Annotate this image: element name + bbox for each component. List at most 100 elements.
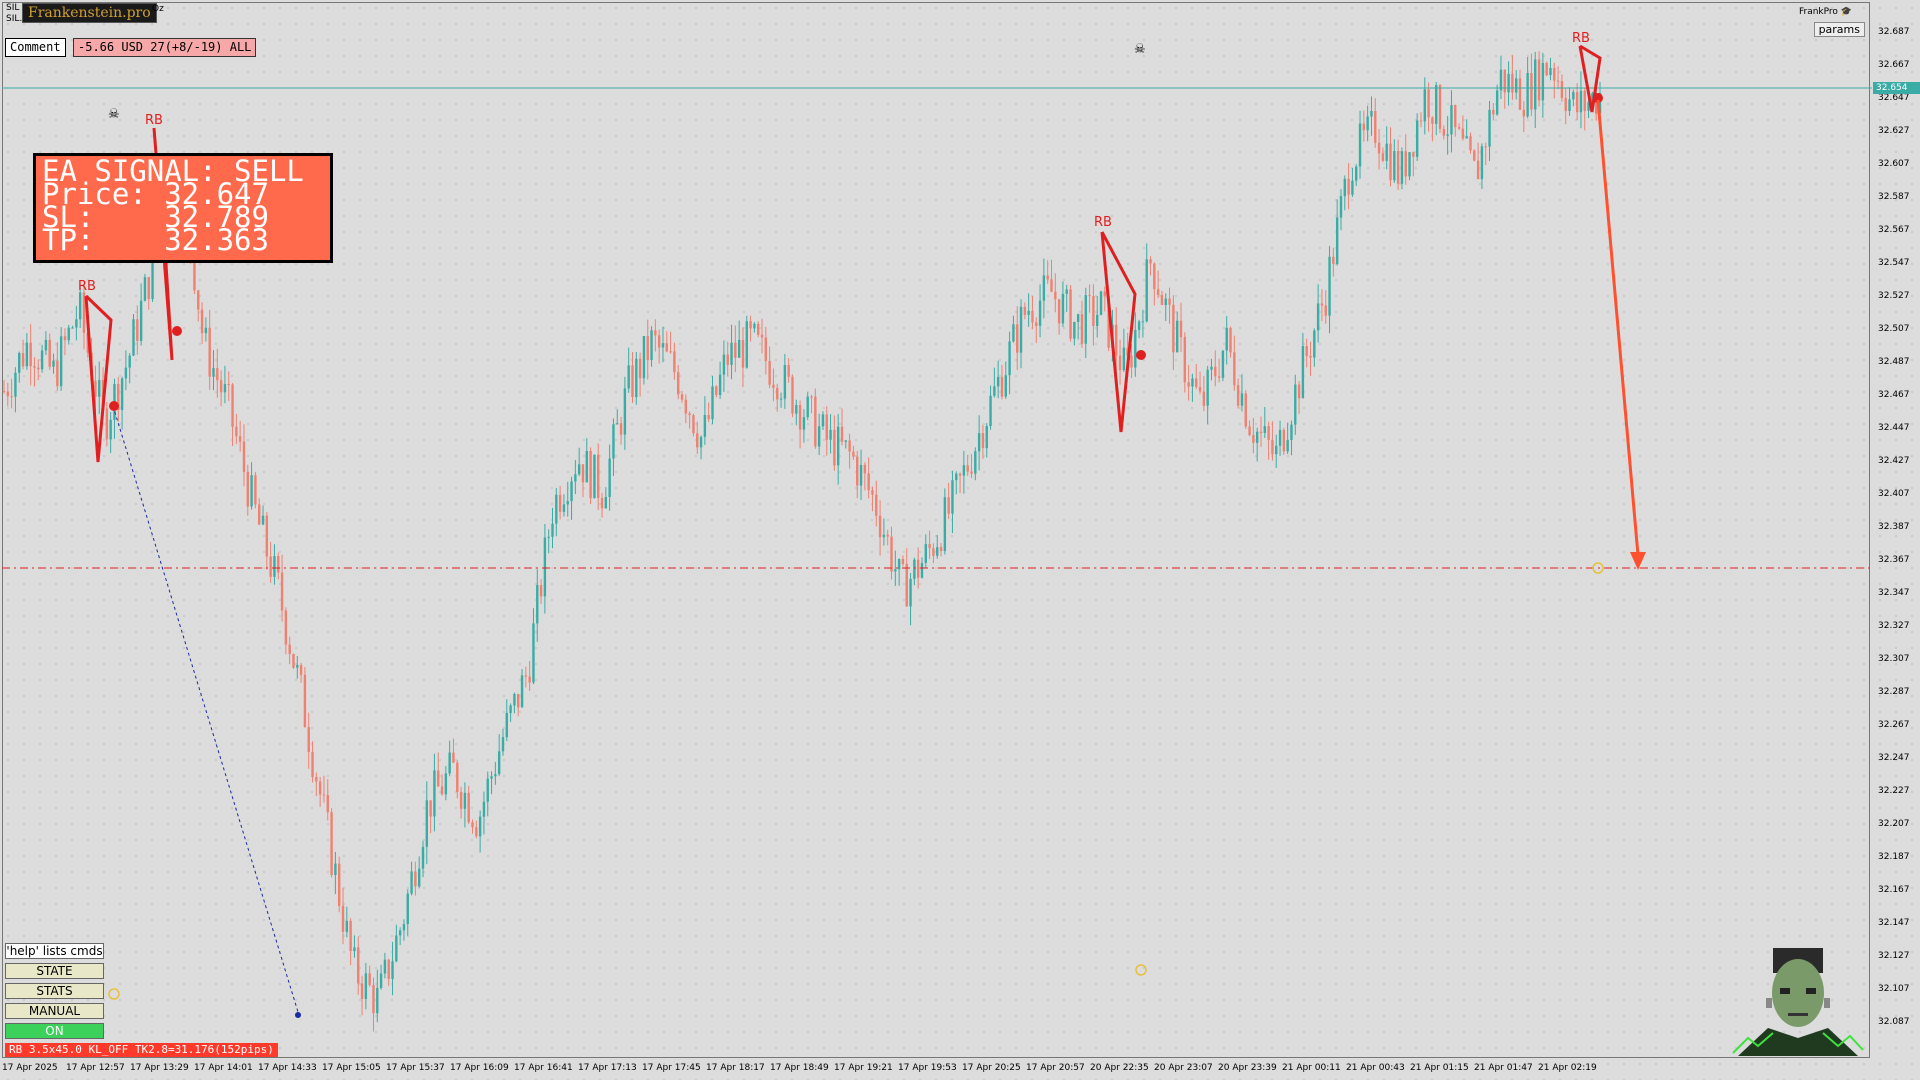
manual-button[interactable]: MANUAL <box>5 1003 104 1019</box>
candle-body <box>1454 105 1457 128</box>
candle-body <box>448 752 451 774</box>
candle-body <box>863 464 867 474</box>
candle-body <box>993 386 996 396</box>
candle-body <box>1210 366 1213 370</box>
candle-body <box>1255 431 1259 443</box>
time-tick: 17 Apr 2025 <box>2 1063 58 1073</box>
help-command-label: 'help' lists cmds <box>5 943 104 959</box>
candle-body <box>612 424 615 459</box>
candle-body <box>1294 384 1297 425</box>
candle-body <box>974 451 977 474</box>
state-button[interactable]: STATE <box>5 963 104 979</box>
candle-body <box>37 367 40 370</box>
candle-body <box>756 323 760 335</box>
price-tick: 32.287 <box>1878 687 1910 697</box>
candle-body <box>1412 152 1415 157</box>
comment-button[interactable]: Comment <box>5 38 66 57</box>
candle-body <box>143 277 147 301</box>
candle-body <box>82 292 86 333</box>
candle-body <box>536 585 539 624</box>
params-button[interactable]: params <box>1813 22 1865 37</box>
candle-body <box>558 494 562 512</box>
time-tick: 17 Apr 18:17 <box>706 1063 765 1073</box>
candle-body <box>924 544 927 563</box>
price-tick: 32.527 <box>1878 291 1910 301</box>
candle-body <box>494 774 497 777</box>
candle-body <box>951 480 954 514</box>
candle-body <box>760 334 764 338</box>
candle-body <box>1236 385 1240 406</box>
candle-body <box>1267 426 1270 441</box>
candle-body <box>901 559 905 564</box>
candle-body <box>1435 85 1438 124</box>
candle-body <box>318 781 322 795</box>
candle-body <box>429 800 432 817</box>
plot-area[interactable] <box>2 2 1870 1058</box>
candle-body <box>1442 128 1446 136</box>
candle-body <box>1473 150 1476 161</box>
rb-label-1: RB <box>78 279 96 294</box>
candle-body <box>330 812 333 875</box>
candle-body <box>597 454 600 498</box>
candle-body <box>1339 196 1343 218</box>
candle-body <box>486 778 489 802</box>
candle-body <box>44 339 48 351</box>
candle-body <box>208 327 211 377</box>
candle-body <box>1271 440 1274 455</box>
candle-body <box>1385 143 1388 161</box>
sell-marker <box>109 401 119 411</box>
candle-body <box>1141 321 1145 323</box>
candle-body <box>151 246 154 300</box>
candle-body <box>98 379 101 397</box>
candle-body <box>48 339 51 367</box>
candle-body <box>532 623 535 683</box>
candle-body <box>1065 289 1068 294</box>
candle-body <box>692 415 695 434</box>
candle-body <box>593 454 596 499</box>
candle-body <box>1229 327 1232 353</box>
on-toggle-button[interactable]: ON <box>5 1023 104 1039</box>
candle-body <box>619 423 623 435</box>
time-tick: 21 Apr 01:15 <box>1410 1063 1469 1073</box>
candle-body <box>894 569 897 572</box>
candle-body <box>970 471 973 474</box>
candle-body <box>665 343 668 352</box>
candle-body <box>1244 393 1247 427</box>
candle-body <box>1160 294 1164 306</box>
symbol-sublabel: SIL… <box>6 14 29 24</box>
candle-body <box>1335 217 1339 264</box>
brand-logo[interactable]: Frankenstein.pro <box>22 3 157 23</box>
price-tick: 32.127 <box>1878 951 1910 961</box>
candle-body <box>52 360 55 367</box>
candle-body <box>1153 263 1156 290</box>
candle-body <box>1415 120 1419 157</box>
stats-button[interactable]: STATS <box>5 983 104 999</box>
candle-body <box>1427 89 1430 118</box>
candle-body <box>1149 259 1152 264</box>
candle-body <box>555 494 558 524</box>
candle-body <box>1263 426 1267 434</box>
candle-body <box>1275 445 1278 455</box>
candle-body <box>1080 314 1084 344</box>
time-tick: 20 Apr 23:07 <box>1154 1063 1213 1073</box>
candle-body <box>779 398 783 400</box>
candle-body <box>456 762 459 792</box>
candle-body <box>250 475 253 507</box>
candle-body <box>1088 295 1091 297</box>
candle-body <box>1316 303 1320 331</box>
candle-body <box>798 405 802 430</box>
candle-body <box>417 868 421 887</box>
candle-body <box>315 777 318 782</box>
candle-body <box>806 396 809 418</box>
candle-body <box>33 366 36 368</box>
candle-body <box>585 451 588 483</box>
candle-body <box>707 415 710 420</box>
candle-body <box>238 436 242 442</box>
candle-body <box>269 556 272 577</box>
trade-end-marker <box>295 1012 301 1018</box>
user-label: FrankPro 🎓 <box>1798 7 1852 17</box>
candle-body <box>1320 303 1324 306</box>
candle-body <box>787 365 790 377</box>
candle-body <box>833 429 836 466</box>
